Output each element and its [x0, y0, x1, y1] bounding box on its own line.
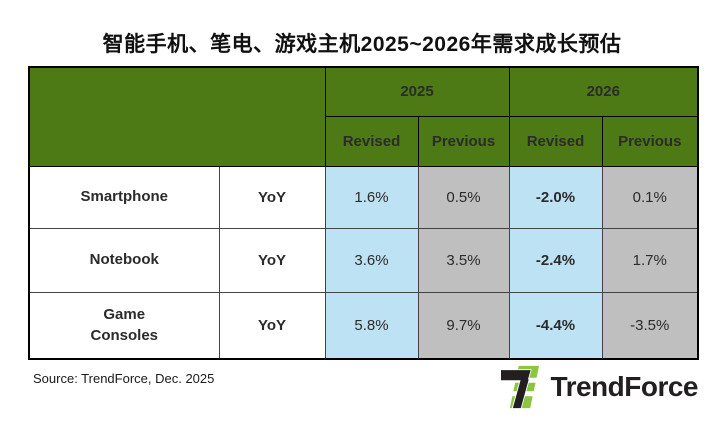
value-2026-previous: -3.5% [601, 291, 699, 360]
value-2025-revised: 3.6% [324, 227, 419, 293]
table-header-sub-row: Revised Previous Revised Previous [29, 115, 699, 167]
value-2026-previous: 1.7% [601, 227, 699, 293]
value-2025-revised: 5.8% [324, 291, 419, 360]
header-year-2025: 2025 [324, 66, 510, 117]
metric-label: YoY [218, 227, 326, 293]
value-2025-revised: 1.6% [324, 165, 419, 229]
table-header-year-row: 2025 2026 [28, 66, 699, 167]
table-row-notebook: Notebook YoY 3.6% 3.5% -2.4% 1.7% [28, 227, 699, 293]
header-2026-previous: Previous [601, 115, 699, 167]
header-year-2026: 2026 [508, 66, 699, 117]
source-note: Source: TrendForce, Dec. 2025 [33, 371, 215, 386]
table-row-game-consoles: Game Consoles YoY 5.8% 9.7% -4.4% -3.5% [28, 291, 699, 360]
value-2025-previous: 0.5% [417, 165, 510, 229]
header-2025-previous: Previous [417, 115, 510, 167]
value-2025-previous: 9.7% [417, 291, 510, 360]
header-2026-revised: Revised [508, 115, 603, 167]
value-2026-revised: -2.0% [508, 165, 603, 229]
header-corner-cell [28, 66, 326, 167]
product-label: Notebook [28, 227, 220, 293]
product-label: Smartphone [28, 165, 220, 229]
value-2026-revised: -2.4% [508, 227, 603, 293]
trendforce-logo-text: TrendForce [550, 371, 699, 402]
trendforce-logo: TrendForce [500, 363, 699, 411]
forecast-table: 2025 2026 Revised Previous Revised Previ… [28, 66, 699, 360]
product-label: Game Consoles [28, 291, 220, 360]
metric-label: YoY [218, 165, 326, 229]
value-2026-previous: 0.1% [601, 165, 699, 229]
page-title: 智能手机、笔电、游戏主机2025~2026年需求成长预估 [102, 33, 622, 56]
metric-label: YoY [218, 291, 326, 360]
header-2025-revised: Revised [324, 115, 419, 167]
value-2025-previous: 3.5% [417, 227, 510, 293]
value-2026-revised: -4.4% [508, 291, 603, 360]
table-row-smartphone: Smartphone YoY 1.6% 0.5% -2.0% 0.1% [28, 165, 699, 229]
trendforce-logo-icon [500, 365, 539, 409]
